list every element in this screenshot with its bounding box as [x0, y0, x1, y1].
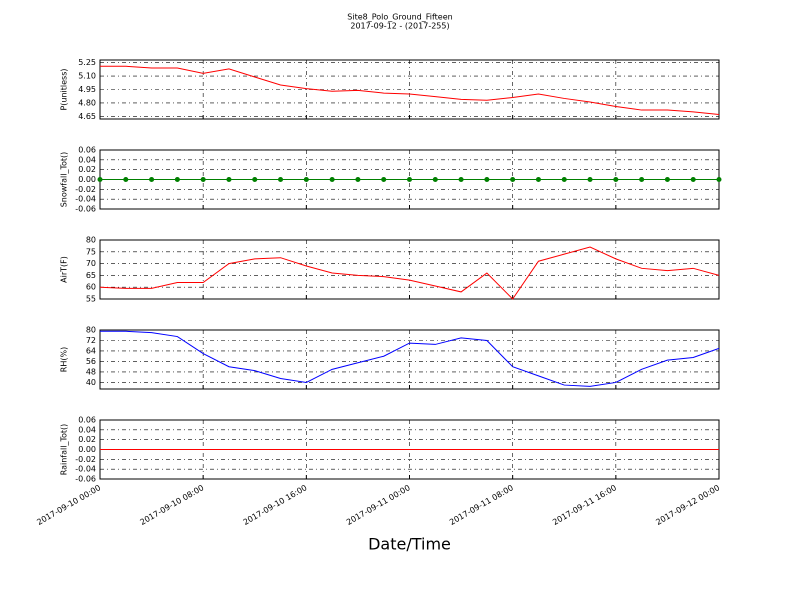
y-axis-label: Snowfall_Tot() [60, 152, 69, 208]
y-tick-label: 64 [86, 346, 96, 355]
data-line [100, 330, 720, 387]
data-line [100, 65, 720, 116]
data-point [535, 177, 541, 182]
data-point [123, 177, 129, 182]
data-point [716, 177, 722, 182]
y-axis-label: Rainfall_Tot() [60, 424, 69, 476]
y-tick-label: 0.04 [78, 155, 96, 164]
data-point [484, 177, 490, 182]
data-point [664, 177, 670, 182]
data-point [329, 177, 335, 182]
data-point [510, 177, 516, 182]
y-tick-label: 0.02 [78, 435, 96, 444]
data-point [407, 177, 412, 182]
y-tick-label: 5.10 [78, 72, 96, 81]
y-tick-label: 40 [86, 378, 96, 387]
y-axis-label: P(unitless) [60, 68, 69, 110]
chart-subtitle: 2017-09-12 - (2017-255) [350, 22, 449, 31]
x-axis-label: Date/Time [368, 535, 451, 554]
y-tick-label: -0.04 [75, 195, 96, 204]
y-tick-label: 4.80 [78, 98, 96, 107]
data-point [252, 177, 258, 182]
data-point [278, 177, 284, 182]
data-point [200, 177, 206, 182]
data-point [639, 177, 645, 182]
y-tick-label: 80 [86, 326, 96, 335]
y-tick-label: -0.04 [75, 465, 96, 474]
data-point [149, 177, 155, 182]
y-tick-label: 0.04 [78, 425, 96, 434]
y-axis-label: RH(%) [60, 347, 69, 372]
data-point [690, 177, 696, 182]
chart-title: Site8_Polo_Ground_Fifteen [347, 13, 452, 22]
y-tick-label: 0.06 [78, 146, 96, 155]
y-tick-label: -0.02 [75, 185, 96, 194]
plot-frame [99, 59, 720, 120]
y-tick-label: 4.65 [78, 112, 96, 121]
y-tick-label: 48 [86, 367, 96, 376]
y-tick-label: 75 [86, 247, 96, 256]
data-point [97, 177, 103, 182]
y-tick-label: 60 [86, 283, 96, 292]
data-point [587, 177, 593, 182]
data-point [458, 177, 464, 182]
y-tick-label: 5.25 [78, 58, 96, 67]
data-point [432, 177, 438, 182]
y-tick-label: 0.00 [78, 175, 96, 184]
y-tick-label: -0.02 [75, 455, 96, 464]
plot-frame [99, 239, 720, 300]
data-point [355, 177, 361, 182]
y-tick-label: 0.06 [78, 416, 96, 425]
y-tick-label: 55 [86, 295, 96, 304]
y-tick-label: 0.00 [78, 445, 96, 454]
y-tick-label: -0.06 [75, 205, 96, 214]
data-point [381, 177, 387, 182]
y-tick-label: 72 [86, 336, 96, 345]
data-point [174, 177, 180, 182]
y-axis-label: AirT(F) [60, 256, 69, 283]
plot-frame [99, 329, 720, 390]
data-point [613, 177, 619, 182]
y-tick-label: 70 [86, 259, 96, 268]
data-point [303, 177, 309, 182]
y-tick-label: 4.95 [78, 85, 96, 94]
y-tick-label: 65 [86, 271, 96, 280]
data-line [99, 246, 720, 300]
y-tick-label: 56 [86, 357, 96, 366]
data-point [226, 177, 232, 182]
data-point [561, 177, 567, 182]
y-tick-label: 80 [86, 236, 96, 245]
y-tick-label: -0.06 [75, 475, 96, 484]
y-tick-label: 0.02 [78, 165, 96, 174]
